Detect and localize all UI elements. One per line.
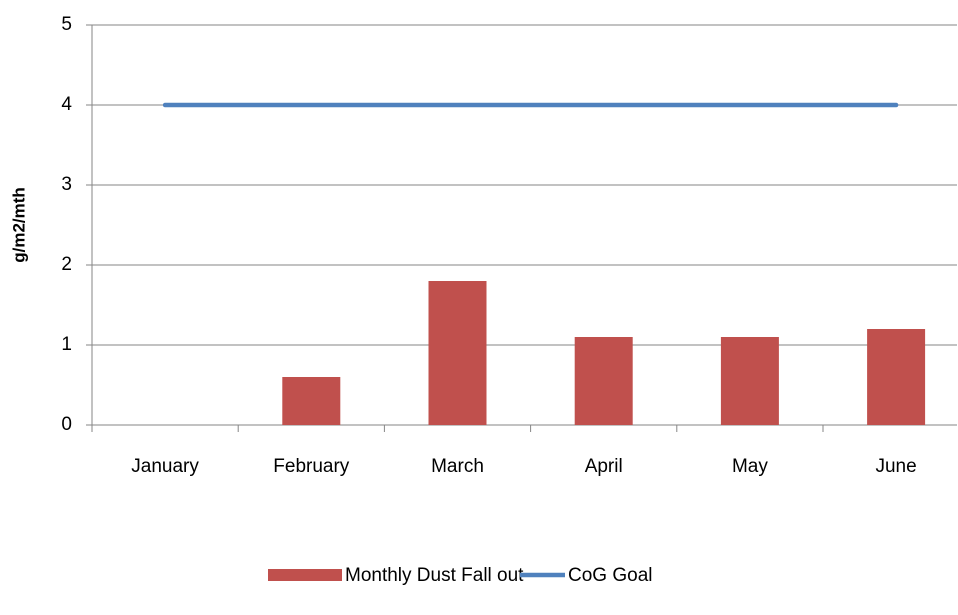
y-axis-label: g/m2/mth	[9, 187, 28, 263]
legend-swatch	[268, 569, 342, 581]
y-tick-label: 5	[61, 14, 72, 35]
bar	[574, 337, 633, 425]
bar	[428, 281, 487, 425]
y-tick-label: 3	[61, 174, 72, 195]
y-tick-label: 0	[61, 414, 72, 435]
x-tick-label: May	[732, 456, 768, 477]
bar	[720, 337, 779, 425]
x-tick-label: February	[273, 456, 350, 477]
x-tick-label: June	[875, 456, 916, 477]
bar	[282, 377, 341, 425]
y-tick-label: 1	[61, 334, 72, 355]
bar	[867, 329, 926, 425]
x-tick-label: January	[131, 456, 199, 477]
x-tick-label: April	[585, 456, 623, 477]
x-tick-label: March	[431, 456, 484, 477]
y-tick-label: 4	[61, 94, 72, 115]
y-tick-label: 2	[61, 254, 72, 275]
legend-label: Monthly Dust Fall out	[345, 565, 524, 586]
legend-label: CoG Goal	[568, 565, 652, 586]
